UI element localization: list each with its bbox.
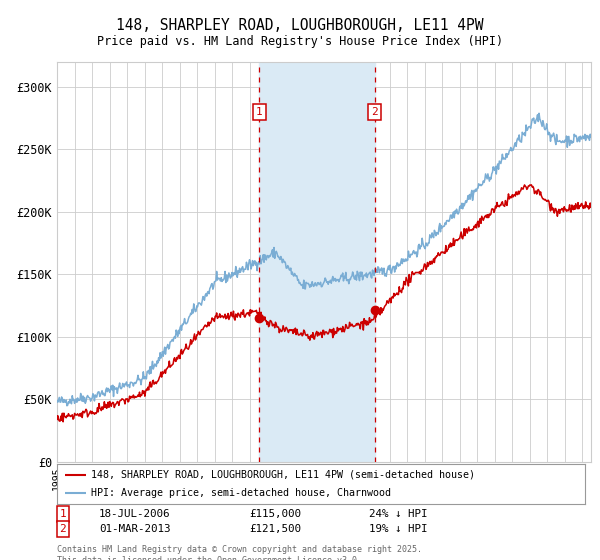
Text: 19% ↓ HPI: 19% ↓ HPI — [369, 524, 427, 534]
Text: 1: 1 — [256, 106, 262, 116]
Text: 148, SHARPLEY ROAD, LOUGHBOROUGH, LE11 4PW (semi-detached house): 148, SHARPLEY ROAD, LOUGHBOROUGH, LE11 4… — [91, 470, 475, 479]
Text: Contains HM Land Registry data © Crown copyright and database right 2025.
This d: Contains HM Land Registry data © Crown c… — [57, 545, 422, 560]
Text: 2: 2 — [59, 524, 67, 534]
Text: 2: 2 — [371, 106, 379, 116]
Text: HPI: Average price, semi-detached house, Charnwood: HPI: Average price, semi-detached house,… — [91, 488, 391, 498]
Text: 148, SHARPLEY ROAD, LOUGHBOROUGH, LE11 4PW: 148, SHARPLEY ROAD, LOUGHBOROUGH, LE11 4… — [116, 18, 484, 32]
Text: 18-JUL-2006: 18-JUL-2006 — [99, 509, 170, 519]
Text: £115,000: £115,000 — [249, 509, 301, 519]
Text: Price paid vs. HM Land Registry's House Price Index (HPI): Price paid vs. HM Land Registry's House … — [97, 35, 503, 49]
Text: 01-MAR-2013: 01-MAR-2013 — [99, 524, 170, 534]
Bar — [259, 62, 375, 462]
Text: £121,500: £121,500 — [249, 524, 301, 534]
Text: 1: 1 — [59, 509, 67, 519]
Text: 24% ↓ HPI: 24% ↓ HPI — [369, 509, 427, 519]
